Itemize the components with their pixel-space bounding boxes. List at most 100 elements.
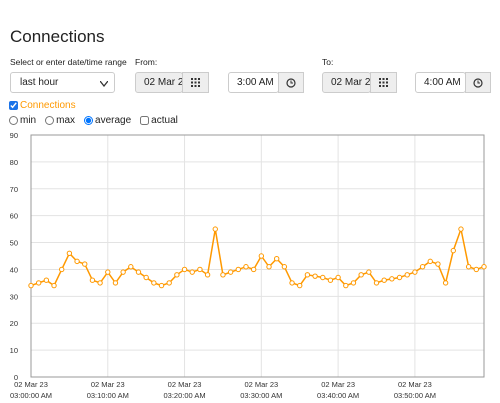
- point: [281, 264, 288, 270]
- from-clock-button[interactable]: [278, 72, 304, 93]
- y-tick-label: 10: [10, 346, 18, 355]
- clock-icon: [286, 77, 296, 88]
- to-calendar-button[interactable]: [370, 72, 397, 93]
- aggregate-option[interactable]: max: [45, 115, 75, 126]
- point: [97, 280, 103, 286]
- point: [59, 266, 65, 273]
- to-clock-button[interactable]: [465, 72, 491, 93]
- point: [174, 272, 180, 278]
- point: [151, 280, 157, 286]
- point: [28, 282, 34, 289]
- point: [473, 266, 480, 273]
- point: [89, 277, 96, 283]
- x-tick-label: 03:20:00 AM: [163, 391, 205, 400]
- x-tick-date: 02 Mar 23: [91, 380, 125, 389]
- point: [350, 280, 357, 286]
- point: [181, 266, 188, 273]
- range-label: Select or enter date/time range: [10, 57, 127, 67]
- plot-border: [30, 134, 485, 378]
- aggregate-options: min max average actual: [9, 115, 178, 126]
- x-tick-date: 02 Mar 23: [398, 380, 432, 389]
- point: [419, 264, 426, 270]
- x-tick-label: 03:00:00 AM: [10, 391, 52, 400]
- point: [204, 272, 211, 278]
- y-tick-label: 70: [10, 185, 18, 194]
- point: [304, 272, 311, 278]
- x-tick-date: 02 Mar 23: [168, 380, 202, 389]
- point: [51, 282, 57, 289]
- y-tick-label: 0: [14, 373, 18, 382]
- point: [381, 277, 387, 283]
- point: [243, 264, 249, 270]
- to-label: To:: [322, 57, 334, 67]
- y-tick-label: 60: [10, 212, 18, 221]
- x-tick-label: 03:30:00 AM: [240, 391, 282, 400]
- from-calendar-button[interactable]: [182, 72, 209, 93]
- point: [404, 272, 410, 278]
- aggregate-radio[interactable]: [45, 116, 55, 125]
- point: [450, 247, 456, 254]
- point: [250, 266, 257, 273]
- point: [189, 269, 195, 275]
- point: [412, 269, 418, 275]
- x-tick-label: 03:50:00 AM: [394, 391, 436, 400]
- actual-label: actual: [151, 115, 178, 126]
- point: [235, 266, 242, 273]
- aggregate-radio[interactable]: [84, 116, 94, 125]
- point: [135, 269, 142, 275]
- point: [442, 280, 449, 286]
- page-title: Connections: [10, 27, 105, 46]
- series-checkbox[interactable]: [9, 101, 18, 110]
- point: [128, 264, 134, 270]
- point: [481, 264, 487, 270]
- aggregate-option[interactable]: min: [9, 115, 36, 126]
- x-tick-date: 02 Mar 23: [14, 380, 48, 389]
- range-select[interactable]: last hour: [10, 72, 115, 93]
- point: [396, 274, 403, 281]
- point: [166, 280, 172, 286]
- aggregate-label: max: [56, 115, 76, 126]
- point: [220, 272, 226, 278]
- x-tick-label: 03:10:00 AM: [87, 391, 129, 400]
- series-toggle[interactable]: Connections: [9, 100, 76, 111]
- point: [105, 269, 111, 275]
- range-value: last hour: [20, 77, 59, 88]
- point: [212, 226, 218, 232]
- point: [266, 264, 272, 270]
- point: [82, 261, 88, 267]
- point: [343, 282, 349, 289]
- point: [312, 273, 318, 279]
- calendar-icon: [191, 78, 200, 87]
- point: [335, 274, 341, 281]
- point: [389, 276, 395, 282]
- point: [458, 226, 464, 232]
- aggregate-radio[interactable]: [9, 116, 18, 125]
- point: [227, 269, 234, 275]
- y-tick-label: 50: [10, 239, 18, 248]
- x-tick-date: 02 Mar 23: [321, 380, 355, 389]
- point: [366, 269, 372, 275]
- aggregate-label: average: [95, 115, 132, 126]
- clock-icon: [473, 77, 483, 88]
- point: [289, 280, 295, 286]
- x-tick-label: 03:40:00 AM: [317, 391, 359, 400]
- actual-checkbox[interactable]: [140, 116, 150, 125]
- point: [297, 282, 303, 289]
- calendar-icon: [379, 78, 388, 87]
- point: [74, 258, 80, 265]
- aggregate-option[interactable]: average: [84, 115, 131, 126]
- point: [258, 253, 265, 259]
- y-tick-label: 30: [10, 292, 18, 301]
- point: [320, 274, 326, 281]
- point: [273, 255, 280, 262]
- point: [43, 277, 50, 283]
- point: [327, 277, 334, 283]
- actual-option[interactable]: actual: [140, 115, 178, 126]
- point: [435, 261, 441, 267]
- dropdown-arrow: [100, 81, 108, 87]
- point: [35, 280, 42, 286]
- y-tick-label: 80: [10, 158, 18, 167]
- point: [197, 266, 203, 273]
